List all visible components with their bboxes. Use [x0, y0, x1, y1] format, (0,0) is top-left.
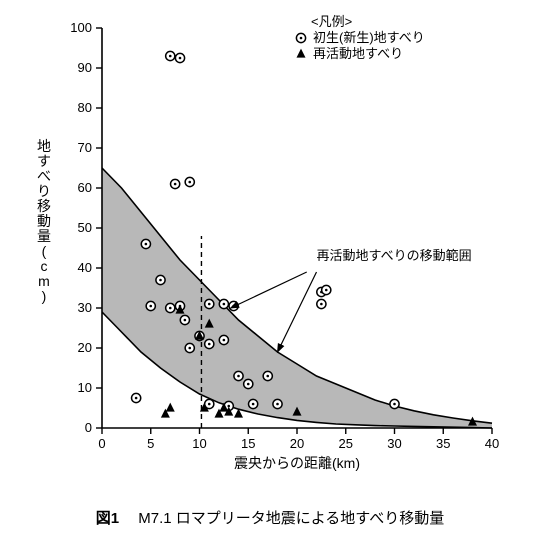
y-axis-label: )	[42, 288, 47, 304]
x-tick-label: 35	[436, 436, 450, 451]
annotation-text: 再活動地すべりの移動範囲	[317, 248, 472, 263]
scatter-chart: 0 5 10 15 20 25 30 35 40 0 10 20 30 40 50 60 70 80 90 100 震央…	[0, 0, 540, 500]
y-tick-label: 100	[70, 20, 92, 35]
x-tick-label: 25	[339, 436, 353, 451]
y-tick-label: 80	[78, 100, 92, 115]
y-axis-label: m	[38, 273, 50, 289]
legend-label: 初生(新生)地すべり	[313, 30, 425, 45]
x-tick-label: 5	[147, 436, 154, 451]
y-tick-label: 20	[78, 340, 92, 355]
x-axis-label: 震央からの距離(km)	[234, 455, 360, 471]
y-axis-label: べ	[37, 168, 51, 184]
figure-caption: 図1 M7.1 ロマプリータ地震による地すべり移動量	[0, 507, 540, 528]
x-tick-label: 40	[485, 436, 499, 451]
y-axis-label: 地	[37, 138, 51, 154]
annotation-arrow	[231, 272, 307, 308]
y-tick-label: 0	[85, 420, 92, 435]
x-tick-label: 10	[192, 436, 206, 451]
caption-bold: 図1	[96, 510, 119, 527]
x-tick-label: 20	[290, 436, 304, 451]
y-axis-label: す	[37, 153, 51, 169]
y-axis-label: (	[42, 243, 47, 259]
y-tick-label: 50	[78, 220, 92, 235]
y-tick-label: 70	[78, 140, 92, 155]
y-tick-label: 10	[78, 380, 92, 395]
annotation-arrow	[278, 272, 317, 352]
y-axis-label: 動	[37, 213, 51, 229]
y-tick-label: 60	[78, 180, 92, 195]
legend-label: 再活動地すべり	[313, 46, 403, 61]
y-tick-label: 30	[78, 300, 92, 315]
x-tick-label: 30	[387, 436, 401, 451]
x-tick-label: 0	[98, 436, 105, 451]
y-axis-label: 量	[37, 228, 51, 244]
y-tick-label: 90	[78, 60, 92, 75]
caption-text: M7.1 ロマプリータ地震による地すべり移動量	[123, 510, 444, 527]
legend-title: <凡例>	[311, 14, 352, 29]
shaded-region	[102, 168, 492, 428]
y-axis-label: り	[37, 183, 51, 199]
x-tick-label: 15	[241, 436, 255, 451]
y-axis-label: 移	[37, 198, 51, 214]
y-tick-label: 40	[78, 260, 92, 275]
y-axis-label: c	[41, 258, 48, 274]
